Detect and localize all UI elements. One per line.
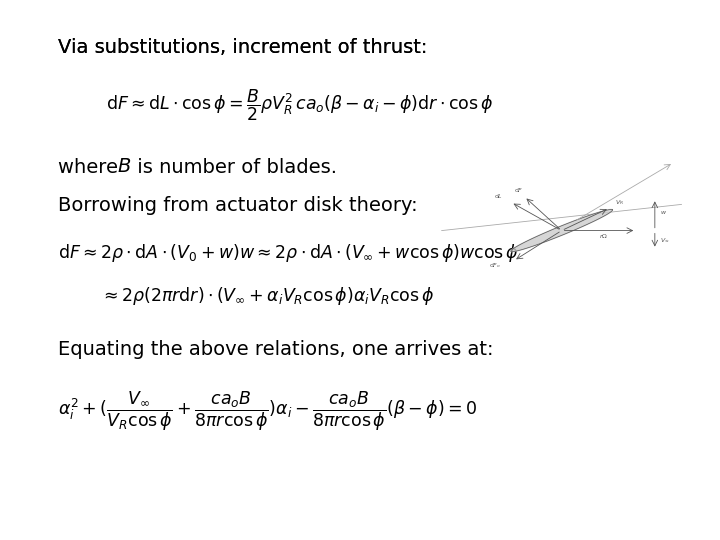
Text: $\mathrm{d}F$: $\mathrm{d}F$ [514,186,523,194]
Text: where: where [58,158,125,177]
Text: is number of blades.: is number of blades. [131,158,337,177]
Text: $w$: $w$ [660,208,667,215]
Text: Borrowing from actuator disk theory:: Borrowing from actuator disk theory: [58,196,418,215]
Text: $\approx 2\rho(2\pi r\mathrm{d}r) \cdot (V_\infty + \alpha_i V_R \cos\phi)\alpha: $\approx 2\rho(2\pi r\mathrm{d}r) \cdot … [100,285,434,307]
Text: $r\Omega$: $r\Omega$ [599,232,608,240]
Polygon shape [510,210,613,252]
Text: $\mathit{B}$: $\mathit{B}$ [117,158,131,176]
Text: Via substitutions, increment of thrust:: Via substitutions, increment of thrust: [58,38,428,57]
Text: Via substitutions, increment of thrust:: Via substitutions, increment of thrust: [58,38,428,57]
Text: $\mathrm{d}L$: $\mathrm{d}L$ [495,192,503,199]
Text: $\mathrm{d}F \approx \mathrm{d}L \cdot \cos\phi = \dfrac{B}{2}\rho V_R^2\, ca_o(: $\mathrm{d}F \approx \mathrm{d}L \cdot \… [107,87,494,123]
Text: $V_\infty$: $V_\infty$ [660,236,670,245]
Text: $\mathrm{d}F_o$: $\mathrm{d}F_o$ [489,261,501,271]
Text: $V_R$: $V_R$ [615,198,624,207]
Text: $\alpha_i^2 + (\dfrac{V_\infty}{V_R \cos\phi} + \dfrac{ca_o B}{8\pi r \cos\phi}): $\alpha_i^2 + (\dfrac{V_\infty}{V_R \cos… [58,390,477,434]
Text: $\mathrm{d}F \approx 2\rho \cdot \mathrm{d}A \cdot (V_0 + w)w \approx 2\rho \cdo: $\mathrm{d}F \approx 2\rho \cdot \mathrm… [58,242,518,264]
Text: Equating the above relations, one arrives at:: Equating the above relations, one arrive… [58,340,493,359]
